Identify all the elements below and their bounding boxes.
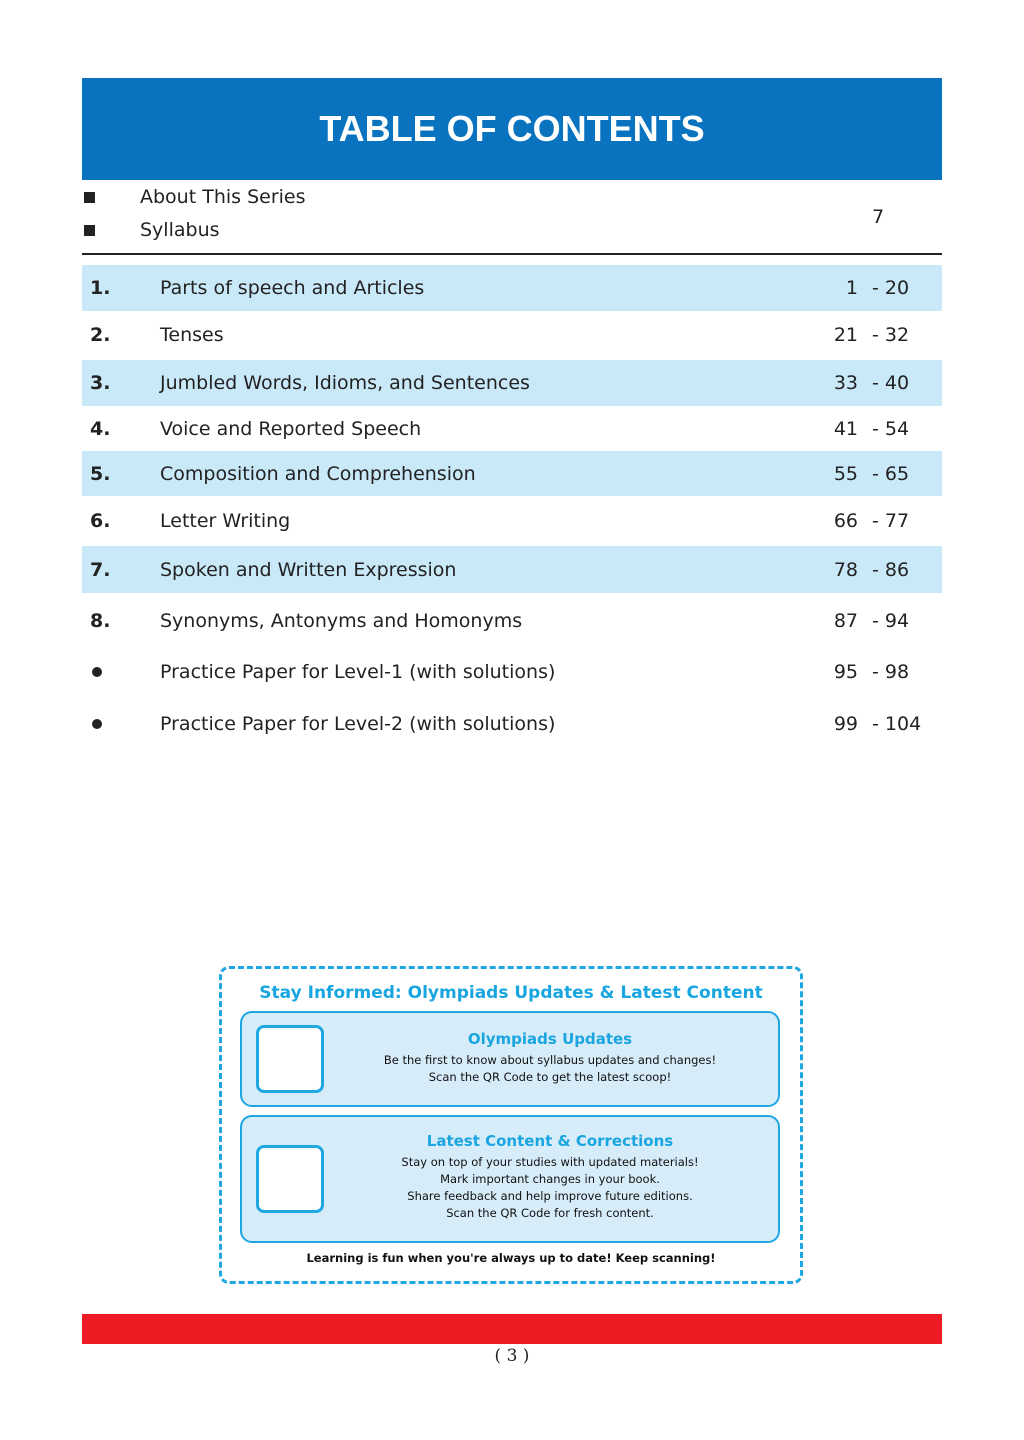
card-line: Mark important changes in your book. xyxy=(440,1172,660,1186)
chapter-title: Tenses xyxy=(160,324,224,346)
front-page: 7 xyxy=(872,206,885,228)
card-line: Be the first to know about syllabus upda… xyxy=(383,1053,717,1067)
chapter-number: 3. xyxy=(90,372,111,394)
chapter-number: 8. xyxy=(90,609,111,632)
page-number: ( 3 ) xyxy=(494,1346,530,1366)
card-title: Olympiads Updates xyxy=(467,1030,633,1048)
page-start: 99 xyxy=(833,713,858,735)
page-start: 66 xyxy=(833,509,858,532)
card-title: Latest Content & Corrections xyxy=(426,1132,674,1150)
page-end: - 77 xyxy=(872,509,910,532)
page-end: - 20 xyxy=(872,277,910,299)
chapter-title: Parts of speech and Articles xyxy=(160,277,425,299)
toc-row[interactable]: 6. Letter Writing 66 - 77 xyxy=(82,497,942,544)
info-title: Stay Informed: Olympiads Updates & Lates… xyxy=(259,983,763,1003)
page-end: - 104 xyxy=(872,713,922,735)
bullet-icon xyxy=(92,719,102,729)
page-title: TABLE OF CONTENTS xyxy=(319,108,705,149)
page-start: 78 xyxy=(833,558,858,581)
front-item: Syllabus xyxy=(140,219,220,241)
card-line: Stay on top of your studies with updated… xyxy=(401,1155,699,1169)
chapter-number: 6. xyxy=(90,509,111,532)
toc-row[interactable]: 3. Jumbled Words, Idioms, and Sentences 33… xyxy=(82,360,942,406)
page-start: 1 xyxy=(845,277,858,299)
page-end: - 40 xyxy=(872,372,910,394)
qr-code xyxy=(256,1025,324,1093)
card-line: Share feedback and help improve future e… xyxy=(407,1189,693,1203)
info-box: Stay Informed: Olympiads Updates & Lates… xyxy=(219,966,803,1284)
chapter-number: 5. xyxy=(90,462,111,485)
chapter-title: Jumbled Words, Idioms, and Sentences xyxy=(160,372,530,394)
footer-bar xyxy=(82,1314,942,1344)
square-bullet-icon xyxy=(84,192,95,203)
chapter-title: Synonyms, Antonyms and Homonyms xyxy=(160,609,523,632)
chapter-number: 7. xyxy=(90,558,111,581)
page-start: 41 xyxy=(833,417,858,440)
chapter-number: 2. xyxy=(90,324,111,346)
page-end: - 94 xyxy=(872,609,910,632)
toc-row[interactable]: 8. Synonyms, Antonyms and Homonyms 87 - 94 xyxy=(82,597,942,644)
practice-title: Practice Paper for Level-1 (with solutio… xyxy=(160,661,556,683)
card-olympiad-updates: Olympiads Updates Be the first to know a… xyxy=(240,1011,780,1107)
page-start: 21 xyxy=(833,324,858,346)
page-end: - 32 xyxy=(872,324,910,346)
toc-row-practice[interactable]: Practice Paper for Level-1 (with solutio… xyxy=(82,649,942,695)
page-start: 95 xyxy=(833,661,858,683)
toc-row[interactable]: 7. Spoken and Written Expression 78 - 86 xyxy=(82,546,942,593)
page-end: - 86 xyxy=(872,558,910,581)
toc-header: TABLE OF CONTENTS xyxy=(82,78,942,180)
card-line: Scan the QR Code to get the latest scoop… xyxy=(428,1070,672,1084)
toc-row-practice[interactable]: Practice Paper for Level-2 (with solutio… xyxy=(82,701,942,747)
chapter-number: 4. xyxy=(90,417,111,440)
page-end: - 54 xyxy=(872,417,910,440)
card-latest-content: Latest Content & Corrections Stay on top… xyxy=(240,1115,780,1243)
toc-row[interactable]: 4. Voice and Reported Speech 41 - 54 xyxy=(82,406,942,451)
practice-title: Practice Paper for Level-2 (with solutio… xyxy=(160,713,556,735)
chapter-title: Spoken and Written Expression xyxy=(160,558,457,581)
bullet-icon xyxy=(92,667,102,677)
chapter-title: Letter Writing xyxy=(160,509,291,532)
info-footer: Learning is fun when you're always up to… xyxy=(306,1251,716,1265)
page-end: - 98 xyxy=(872,661,910,683)
toc-row[interactable]: 2. Tenses 21 - 32 xyxy=(82,312,942,358)
chapter-title: Voice and Reported Speech xyxy=(160,417,422,440)
page-end: - 65 xyxy=(872,462,910,485)
card-line: Scan the QR Code for fresh content. xyxy=(446,1206,654,1220)
square-bullet-icon xyxy=(84,225,95,236)
divider xyxy=(82,253,942,255)
toc-row[interactable]: 1. Parts of speech and Articles 1 - 20 xyxy=(82,265,942,311)
page-start: 55 xyxy=(833,462,858,485)
qr-code xyxy=(256,1145,324,1213)
page-start: 33 xyxy=(833,372,858,394)
front-item: About This Series xyxy=(140,186,306,208)
toc-row[interactable]: 5. Composition and Comprehension 55 - 65 xyxy=(82,451,942,496)
chapter-number: 1. xyxy=(90,277,111,299)
chapter-title: Composition and Comprehension xyxy=(160,462,476,485)
page-start: 87 xyxy=(833,609,858,632)
